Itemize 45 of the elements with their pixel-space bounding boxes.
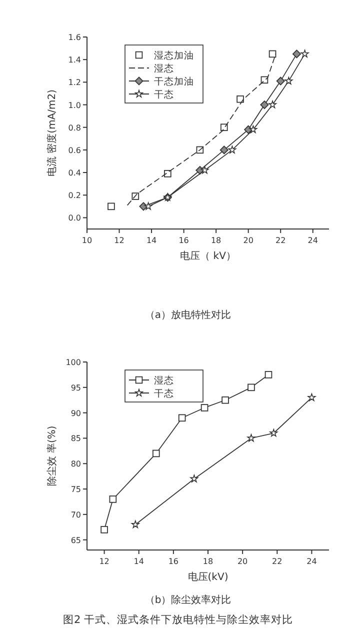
- y-tick-label: 0.8: [68, 123, 81, 132]
- y-tick-label: 95: [70, 383, 81, 392]
- x-axis-title: 电压（ kV）: [180, 250, 236, 262]
- x-tick-label: 20: [237, 557, 248, 566]
- y-tick-label: 1.2: [68, 78, 81, 88]
- x-tick-label: 10: [82, 236, 92, 245]
- text: （a）放电特性对比: [144, 309, 232, 321]
- x-tick-label: 16: [168, 557, 179, 566]
- y-tick-label: 0.4: [68, 168, 81, 178]
- y-tick-label: 65: [70, 536, 81, 545]
- y-axis-title: 除尘效 率(%): [46, 426, 58, 486]
- x-axis-title: 电压(kV): [188, 571, 228, 583]
- y-tick-label: 0.0: [68, 214, 81, 223]
- x-tick-label: 16: [178, 236, 189, 245]
- y-tick-label: 80: [70, 460, 81, 469]
- caption: 图2 干式、湿式条件下放电特性与除尘效率对比: [62, 613, 294, 626]
- legend-label: 湿态: [154, 374, 174, 386]
- y-tick-label: 0.6: [68, 146, 81, 155]
- legend-label: 干态: [154, 388, 174, 400]
- y-tick-label: 85: [70, 434, 81, 444]
- y-tick-label: 1.6: [68, 33, 81, 42]
- x-tick-label: 12: [99, 557, 110, 566]
- legend-label: 湿态加油: [154, 50, 194, 62]
- legend-label: 干态加油: [154, 76, 194, 88]
- y-axis-title: 电流 密度(mA/m2): [46, 89, 58, 177]
- y-tick-label: 90: [70, 408, 81, 418]
- y-tick-label: 1.0: [68, 100, 81, 110]
- x-tick-label: 12: [114, 236, 124, 245]
- x-tick-label: 22: [272, 557, 282, 566]
- x-tick-label: 20: [243, 236, 254, 245]
- x-tick-label: 18: [202, 557, 214, 566]
- x-tick-label: 24: [308, 236, 318, 245]
- x-tick-label: 14: [134, 557, 144, 566]
- text: （b）除尘效率对比: [144, 594, 232, 606]
- x-tick-label: 18: [210, 236, 222, 245]
- legend-label: 湿态: [154, 62, 174, 74]
- y-tick-label: 0.2: [68, 191, 81, 200]
- legend-label: 干态: [154, 88, 174, 100]
- x-tick-label: 22: [276, 236, 286, 245]
- x-tick-label: 24: [306, 557, 317, 566]
- y-tick-label: 70: [70, 510, 81, 520]
- x-tick-label: 14: [146, 236, 157, 245]
- y-tick-label: 1.4: [68, 56, 81, 65]
- y-tick-label: 100: [66, 358, 81, 367]
- y-tick-label: 75: [70, 485, 81, 494]
